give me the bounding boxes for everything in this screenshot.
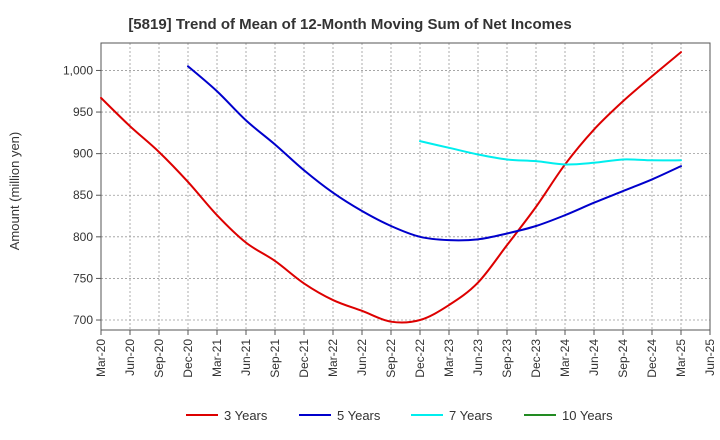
x-tick-label: Dec-24 — [645, 339, 659, 378]
x-tick-label: Mar-25 — [674, 339, 688, 377]
x-axis-ticks: Mar-20 Jun-20 Sep-20 Dec-20 Mar-21 Jun-21 Sep-… — [94, 330, 717, 378]
y-tick-label: 850 — [73, 188, 93, 202]
x-tick-label: Mar-24 — [558, 339, 572, 377]
y-tick-label: 950 — [73, 105, 93, 119]
x-tick-label: Sep-20 — [152, 339, 166, 378]
x-tick-label: Sep-24 — [616, 339, 630, 378]
series-line-2 — [187, 65, 682, 242]
y-tick-label: 750 — [73, 271, 93, 285]
y-tick-label: 700 — [73, 313, 93, 327]
x-tick-label: Sep-22 — [384, 339, 398, 378]
y-tick-label: 800 — [73, 230, 93, 244]
x-tick-label: Sep-21 — [268, 339, 282, 378]
x-tick-label: Mar-20 — [94, 339, 108, 377]
series-line-3 — [419, 140, 682, 166]
x-tick-label: Dec-22 — [413, 339, 427, 378]
x-tick-label: Dec-20 — [181, 339, 195, 378]
x-tick-label: Jun-22 — [355, 339, 369, 376]
x-tick-label: Dec-21 — [297, 339, 311, 378]
legend-label: 7 Years — [449, 408, 493, 423]
legend: 3 Years 5 Years 7 Years 10 Years — [186, 408, 613, 423]
x-tick-label: Dec-23 — [529, 339, 543, 378]
series-line-1 — [100, 51, 682, 324]
x-tick-label: Mar-23 — [442, 339, 456, 377]
x-tick-label: Mar-22 — [326, 339, 340, 377]
x-tick-label: Jun-21 — [239, 339, 253, 376]
legend-label: 10 Years — [562, 408, 613, 423]
x-tick-label: Jun-20 — [123, 339, 137, 376]
x-tick-label: Mar-21 — [210, 339, 224, 377]
y-tick-label: 1,000 — [63, 63, 93, 77]
plot-area — [100, 42, 711, 331]
x-tick-label: Jun-25 — [703, 339, 717, 376]
legend-label: 3 Years — [224, 408, 268, 423]
series-lines — [100, 51, 682, 324]
y-axis-label: Amount (million yen) — [7, 132, 22, 251]
legend-label: 5 Years — [337, 408, 381, 423]
x-tick-label: Jun-24 — [587, 339, 601, 376]
x-tick-label: Sep-23 — [500, 339, 514, 378]
y-tick-label: 900 — [73, 147, 93, 161]
chart-title: [5819] Trend of Mean of 12-Month Moving … — [128, 16, 572, 33]
gridlines — [100, 43, 711, 330]
x-tick-label: Jun-23 — [471, 339, 485, 376]
y-axis-ticks: 700 750 800 850 900 950 1,000 — [63, 63, 101, 327]
